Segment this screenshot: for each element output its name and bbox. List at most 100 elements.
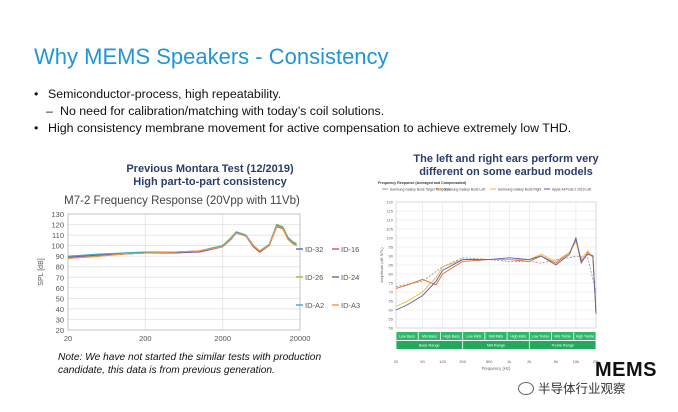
y-tick-label: 80	[56, 263, 64, 272]
band-label: Mid Bass	[422, 334, 437, 338]
bullet-item: • Semiconductor-process, high repeatabil…	[34, 86, 674, 103]
y-tick-label: 90	[389, 254, 394, 259]
x-tick-label: 200	[139, 334, 152, 343]
band-cell	[529, 341, 596, 349]
series-line	[395, 236, 597, 314]
legend-label: Apple AirPods 2 2019 Left	[552, 187, 591, 191]
right-chart-caption: The left and right ears perform very dif…	[380, 153, 632, 179]
band-cell	[440, 332, 463, 340]
band-label: High Mids	[510, 334, 526, 338]
chart-title: M7-2 Frequency Response (20Vpp with 11Vb…	[64, 195, 300, 207]
band-cell	[485, 332, 507, 340]
y-tick-label: 110	[387, 218, 394, 223]
y-tick-label: 85	[389, 263, 394, 268]
bullet-marker: •	[34, 121, 39, 135]
plot-frame	[395, 201, 597, 329]
band-cell	[574, 332, 596, 340]
y-tick-label: 100	[51, 242, 64, 251]
x-tick-label: 200	[459, 359, 466, 364]
left-frequency-response-chart: M7-2 Frequency Response (20Vpp with 11Vb…	[32, 188, 368, 356]
band-cell	[463, 341, 529, 349]
legend-label: Samsung Galaxy Buds Left	[444, 187, 485, 191]
y-tick-label: 100	[386, 236, 393, 241]
left-caption-line1: Previous Montara Test (12/2019)	[126, 163, 294, 175]
y-axis-label: Amplitude (dB SPL)	[379, 247, 384, 283]
bullet-text: High consistency membrane movement for a…	[48, 121, 572, 135]
band-cell	[396, 341, 463, 349]
watermark-text: 半导体行业观察	[538, 382, 626, 396]
chart-background	[32, 188, 368, 356]
band-cell	[551, 332, 574, 340]
legend-label: ID-A3	[341, 301, 360, 310]
y-tick-label: 70	[389, 290, 394, 295]
band-label: Mid Mids	[489, 334, 504, 338]
legend-label: Samsung Galaxy Buds Right	[498, 187, 541, 191]
legend-label: ID-A2	[305, 301, 324, 310]
y-tick-label: 110	[52, 231, 64, 240]
y-tick-label: 70	[56, 273, 64, 282]
x-tick-label: 20k	[593, 359, 599, 364]
x-tick-label: 20	[394, 359, 399, 364]
mems-logo: MEMS	[595, 359, 657, 381]
y-tick-label: 120	[386, 200, 393, 205]
wechat-icon	[518, 382, 534, 395]
y-tick-label: 80	[389, 272, 394, 277]
y-tick-label: 130	[51, 210, 64, 219]
y-tick-label: 40	[56, 305, 64, 314]
y-tick-label: 115	[387, 209, 394, 214]
left-chart-caption: Previous Montara Test (12/2019) High par…	[60, 163, 360, 189]
y-tick-label: 105	[386, 227, 393, 232]
y-tick-label: 95	[389, 245, 394, 250]
bullet-item: • High consistency membrane movement for…	[34, 120, 674, 137]
sub-bullet-item: – No need for calibration/matching with …	[34, 103, 674, 120]
y-tick-label: 55	[389, 317, 394, 322]
x-tick-label: 100	[439, 359, 446, 364]
band-cell	[396, 332, 418, 340]
y-tick-label: 65	[389, 299, 394, 304]
band-label: Mid Treble	[554, 334, 571, 338]
left-caption-line2: High part-to-part consistency	[133, 176, 287, 188]
chart-note: Note: We have not started the similar te…	[58, 351, 358, 377]
legend-label: ID-24	[341, 273, 359, 282]
x-tick-label: 50	[420, 359, 425, 364]
series-line-id-a3	[67, 224, 297, 259]
bullet-marker: •	[34, 87, 39, 101]
band-cell	[463, 332, 485, 340]
legend-label: ID-16	[341, 245, 359, 254]
y-tick-label: 60	[56, 284, 64, 293]
band-label: High Treble	[576, 334, 594, 338]
band-cell	[507, 332, 529, 340]
slide-title: Why MEMS Speakers - Consistency	[34, 44, 389, 69]
x-tick-label: 2000	[214, 334, 231, 343]
y-tick-label: 75	[389, 281, 394, 286]
right-caption-line1: The left and right ears perform very	[413, 153, 599, 165]
legend-label: ID-26	[305, 273, 323, 282]
bullet-list: • Semiconductor-process, high repeatabil…	[34, 86, 674, 137]
band-label: High Bass	[443, 334, 460, 338]
y-tick-label: 20	[56, 326, 64, 335]
band-label: Low Bass	[399, 334, 415, 338]
sub-bullet-marker: –	[46, 104, 53, 118]
watermark: 半导体行业观察	[518, 378, 626, 397]
legend-label: ID-32	[305, 245, 323, 254]
y-tick-label: 30	[56, 315, 64, 324]
x-tick-label: 20	[64, 334, 72, 343]
note-line2: candidate, this data is from previous ge…	[58, 365, 275, 376]
band-label: Low Treble	[532, 334, 550, 338]
y-tick-label: 50	[56, 294, 64, 303]
band-label: Bass Range	[419, 343, 440, 347]
x-tick-label: 20000	[290, 334, 311, 343]
x-tick-label: 1k	[507, 359, 511, 364]
band-label: Treble Range	[551, 343, 574, 347]
y-axis-label: SPL [dB]	[38, 258, 45, 285]
band-cell	[418, 332, 441, 340]
band-cell	[529, 332, 552, 340]
x-tick-label: 5k	[554, 359, 558, 364]
band-label: Low Mids	[466, 334, 481, 338]
right-caption-line2: different on some earbud models	[419, 166, 593, 178]
y-tick-label: 50	[389, 326, 394, 331]
right-frequency-response-chart: Frequency Response (Averaged and Compens…	[376, 178, 604, 374]
band-label: Mid Range	[487, 343, 505, 347]
y-tick-label: 60	[389, 308, 394, 313]
